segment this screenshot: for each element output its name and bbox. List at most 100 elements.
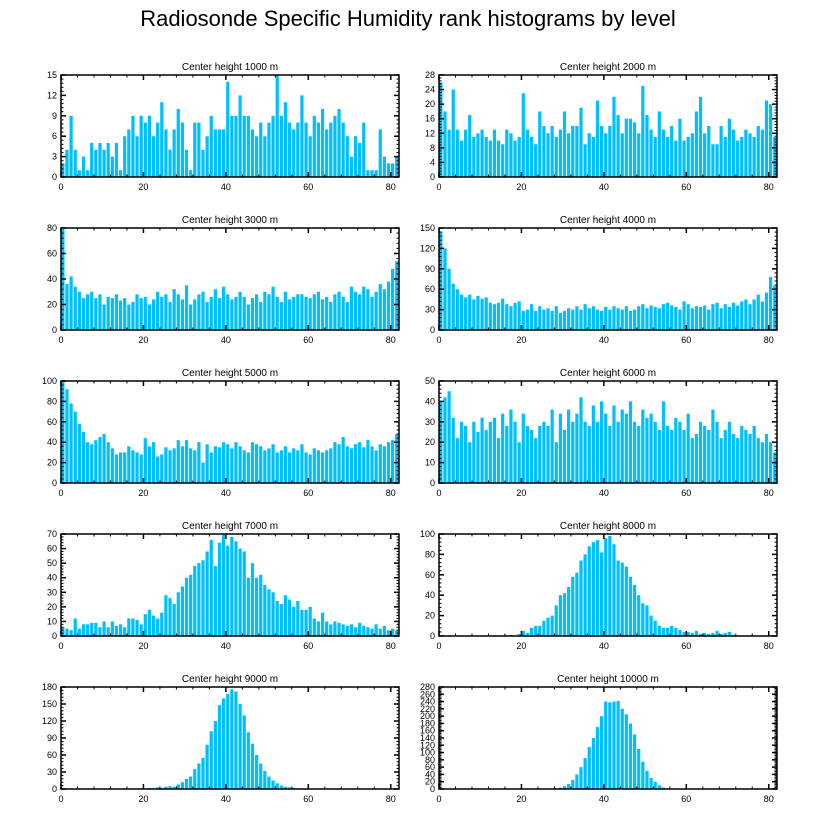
histogram-bar	[118, 624, 123, 636]
histogram-bar	[81, 624, 86, 636]
histogram-bar	[447, 129, 451, 177]
histogram-bar	[447, 391, 451, 483]
histogram-bar	[715, 302, 719, 330]
y-tick-label: 30	[425, 417, 435, 427]
histogram-bar	[736, 140, 740, 177]
histogram-bar	[595, 100, 600, 177]
y-tick-label: 6	[52, 131, 57, 141]
histogram-bar	[267, 122, 271, 177]
histogram-bar	[645, 308, 649, 330]
histogram-bar	[296, 601, 300, 636]
panel-6: Center height 6000 m 0 20 40 60 80 0 10 20 30 40 50	[425, 368, 778, 498]
histogram-bar	[259, 301, 263, 330]
histogram-bar	[325, 450, 329, 483]
y-tick-label: 20	[425, 99, 435, 109]
histogram-bar	[472, 299, 476, 330]
histogram-bar	[156, 122, 160, 177]
histogram-bar	[230, 536, 234, 636]
histogram-bar	[259, 574, 263, 636]
y-tick-label: 0	[430, 325, 435, 335]
histogram-bar	[587, 308, 591, 330]
histogram-bar	[529, 627, 534, 636]
y-tick-label: 3	[52, 152, 57, 162]
histogram-bar	[341, 296, 345, 330]
y-tick-label: 8	[430, 143, 435, 153]
histogram-bar	[308, 606, 312, 636]
y-tick-label: 0	[52, 325, 57, 335]
y-tick-label: 40	[425, 590, 435, 600]
histogram-bar	[279, 450, 283, 483]
histogram-bar	[267, 448, 271, 483]
histogram-bar	[77, 628, 81, 636]
histogram-bar	[591, 405, 595, 483]
y-tick-label: 10	[47, 616, 57, 626]
y-tick-label: 20	[425, 611, 435, 621]
histogram-bar	[77, 423, 81, 483]
histogram-bar	[591, 542, 595, 636]
histogram-bar	[698, 421, 703, 483]
histogram-bar	[517, 301, 521, 330]
histogram-bar	[209, 452, 213, 483]
histogram-bar	[529, 136, 534, 177]
y-tick-label: 50	[47, 558, 57, 568]
histogram-bar	[127, 446, 131, 483]
histogram-bar	[98, 437, 102, 483]
x-tick-label: 40	[221, 794, 231, 804]
histogram-bar	[395, 261, 399, 330]
histogram-bar	[65, 284, 69, 330]
histogram-bar	[451, 89, 455, 177]
histogram-bar	[711, 409, 715, 483]
histogram-bar	[698, 633, 703, 636]
histogram-bar	[637, 425, 641, 483]
histogram-bar	[534, 625, 538, 636]
histogram-bar	[624, 413, 628, 483]
plot-frame	[438, 380, 778, 484]
y-tick-label: 240	[420, 697, 435, 707]
histogram-bar	[333, 621, 337, 636]
histogram-bar	[501, 144, 505, 177]
histogram-bar	[558, 313, 563, 330]
histogram-bar	[391, 628, 395, 636]
histogram-bar	[226, 294, 230, 330]
histogram-bar	[608, 425, 612, 483]
histogram-bar	[259, 446, 263, 483]
histogram-bar	[513, 302, 517, 330]
histogram-bar	[366, 440, 370, 483]
histogram-bar	[325, 296, 329, 330]
histogram-bar	[123, 627, 127, 636]
histogram-bar	[329, 448, 333, 483]
histogram-bar	[604, 133, 608, 177]
histogram-bar	[459, 140, 464, 177]
histogram-bar	[246, 304, 250, 330]
histogram-bar	[320, 452, 325, 483]
histogram-bar	[353, 136, 358, 177]
histogram-bar	[694, 630, 699, 636]
histogram-bar	[94, 622, 98, 636]
x-tick-label: 20	[138, 488, 148, 498]
histogram-bar	[608, 702, 612, 789]
y-tick-label: 0	[430, 478, 435, 488]
histogram-bar	[637, 306, 641, 330]
histogram-bar	[665, 302, 670, 330]
histogram-bar	[517, 136, 521, 177]
histogram-bar	[740, 136, 744, 177]
histogram-bar	[106, 627, 110, 636]
y-tick-label: 50	[425, 376, 435, 386]
histogram-bar	[271, 286, 275, 330]
histogram-bar	[197, 763, 201, 789]
histogram-bar	[579, 309, 583, 330]
histogram-bar	[263, 291, 267, 330]
histogram-bar	[616, 560, 620, 636]
histogram-bar	[168, 786, 172, 789]
histogram-bar	[205, 551, 209, 636]
histogram-bar	[164, 786, 168, 789]
histogram-bar	[703, 133, 707, 177]
histogram-bar	[90, 444, 94, 483]
histogram-bar	[595, 727, 600, 789]
histogram-bar	[189, 170, 193, 177]
histogram-bar	[748, 434, 752, 483]
x-tick-label: 40	[221, 182, 231, 192]
histogram-bar	[193, 769, 197, 789]
histogram-bar	[769, 442, 773, 483]
histogram-bar	[554, 306, 558, 330]
